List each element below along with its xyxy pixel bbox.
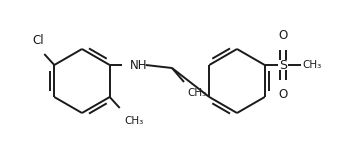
Text: CH₃: CH₃	[303, 60, 322, 70]
Text: O: O	[278, 29, 287, 42]
Text: CH₃: CH₃	[125, 116, 144, 126]
Text: O: O	[278, 88, 287, 101]
Text: NH: NH	[130, 58, 147, 71]
Text: CH₃: CH₃	[187, 88, 206, 98]
Text: Cl: Cl	[32, 34, 44, 47]
Text: S: S	[279, 58, 287, 71]
